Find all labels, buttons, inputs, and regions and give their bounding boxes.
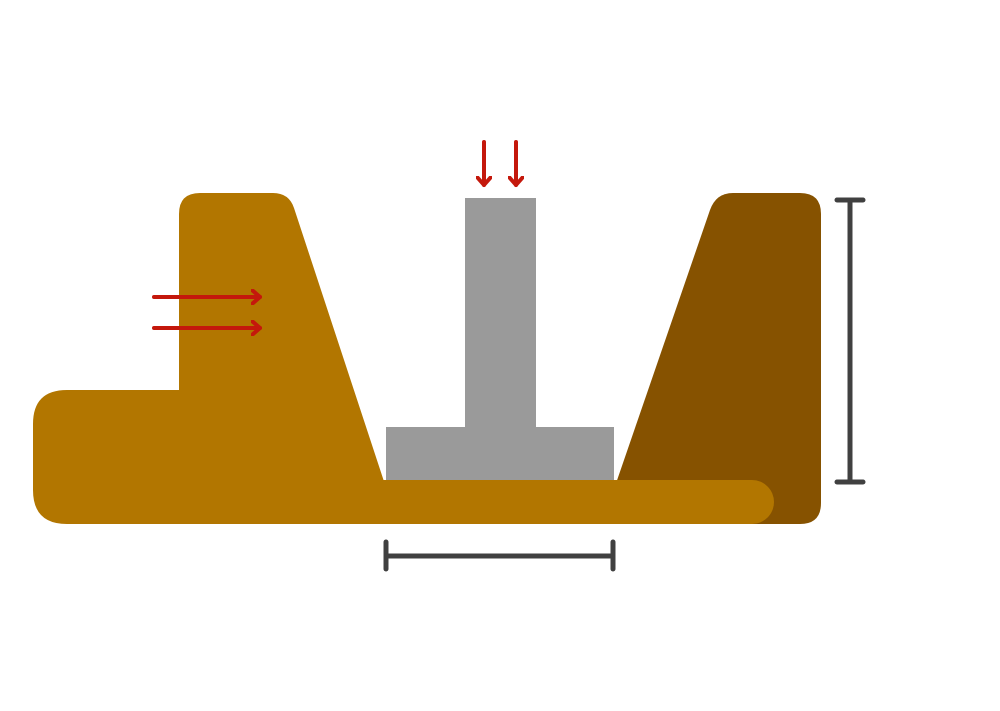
vertical-load-arrows xyxy=(484,140,516,187)
soil-mass-left xyxy=(33,193,398,524)
soil-mass-right xyxy=(602,193,821,524)
lateral-load-arrows xyxy=(152,297,262,328)
footing xyxy=(386,198,614,480)
soil-base-strip xyxy=(380,480,774,524)
depth-dimension xyxy=(834,197,866,485)
footing-width-dimension xyxy=(383,539,616,572)
